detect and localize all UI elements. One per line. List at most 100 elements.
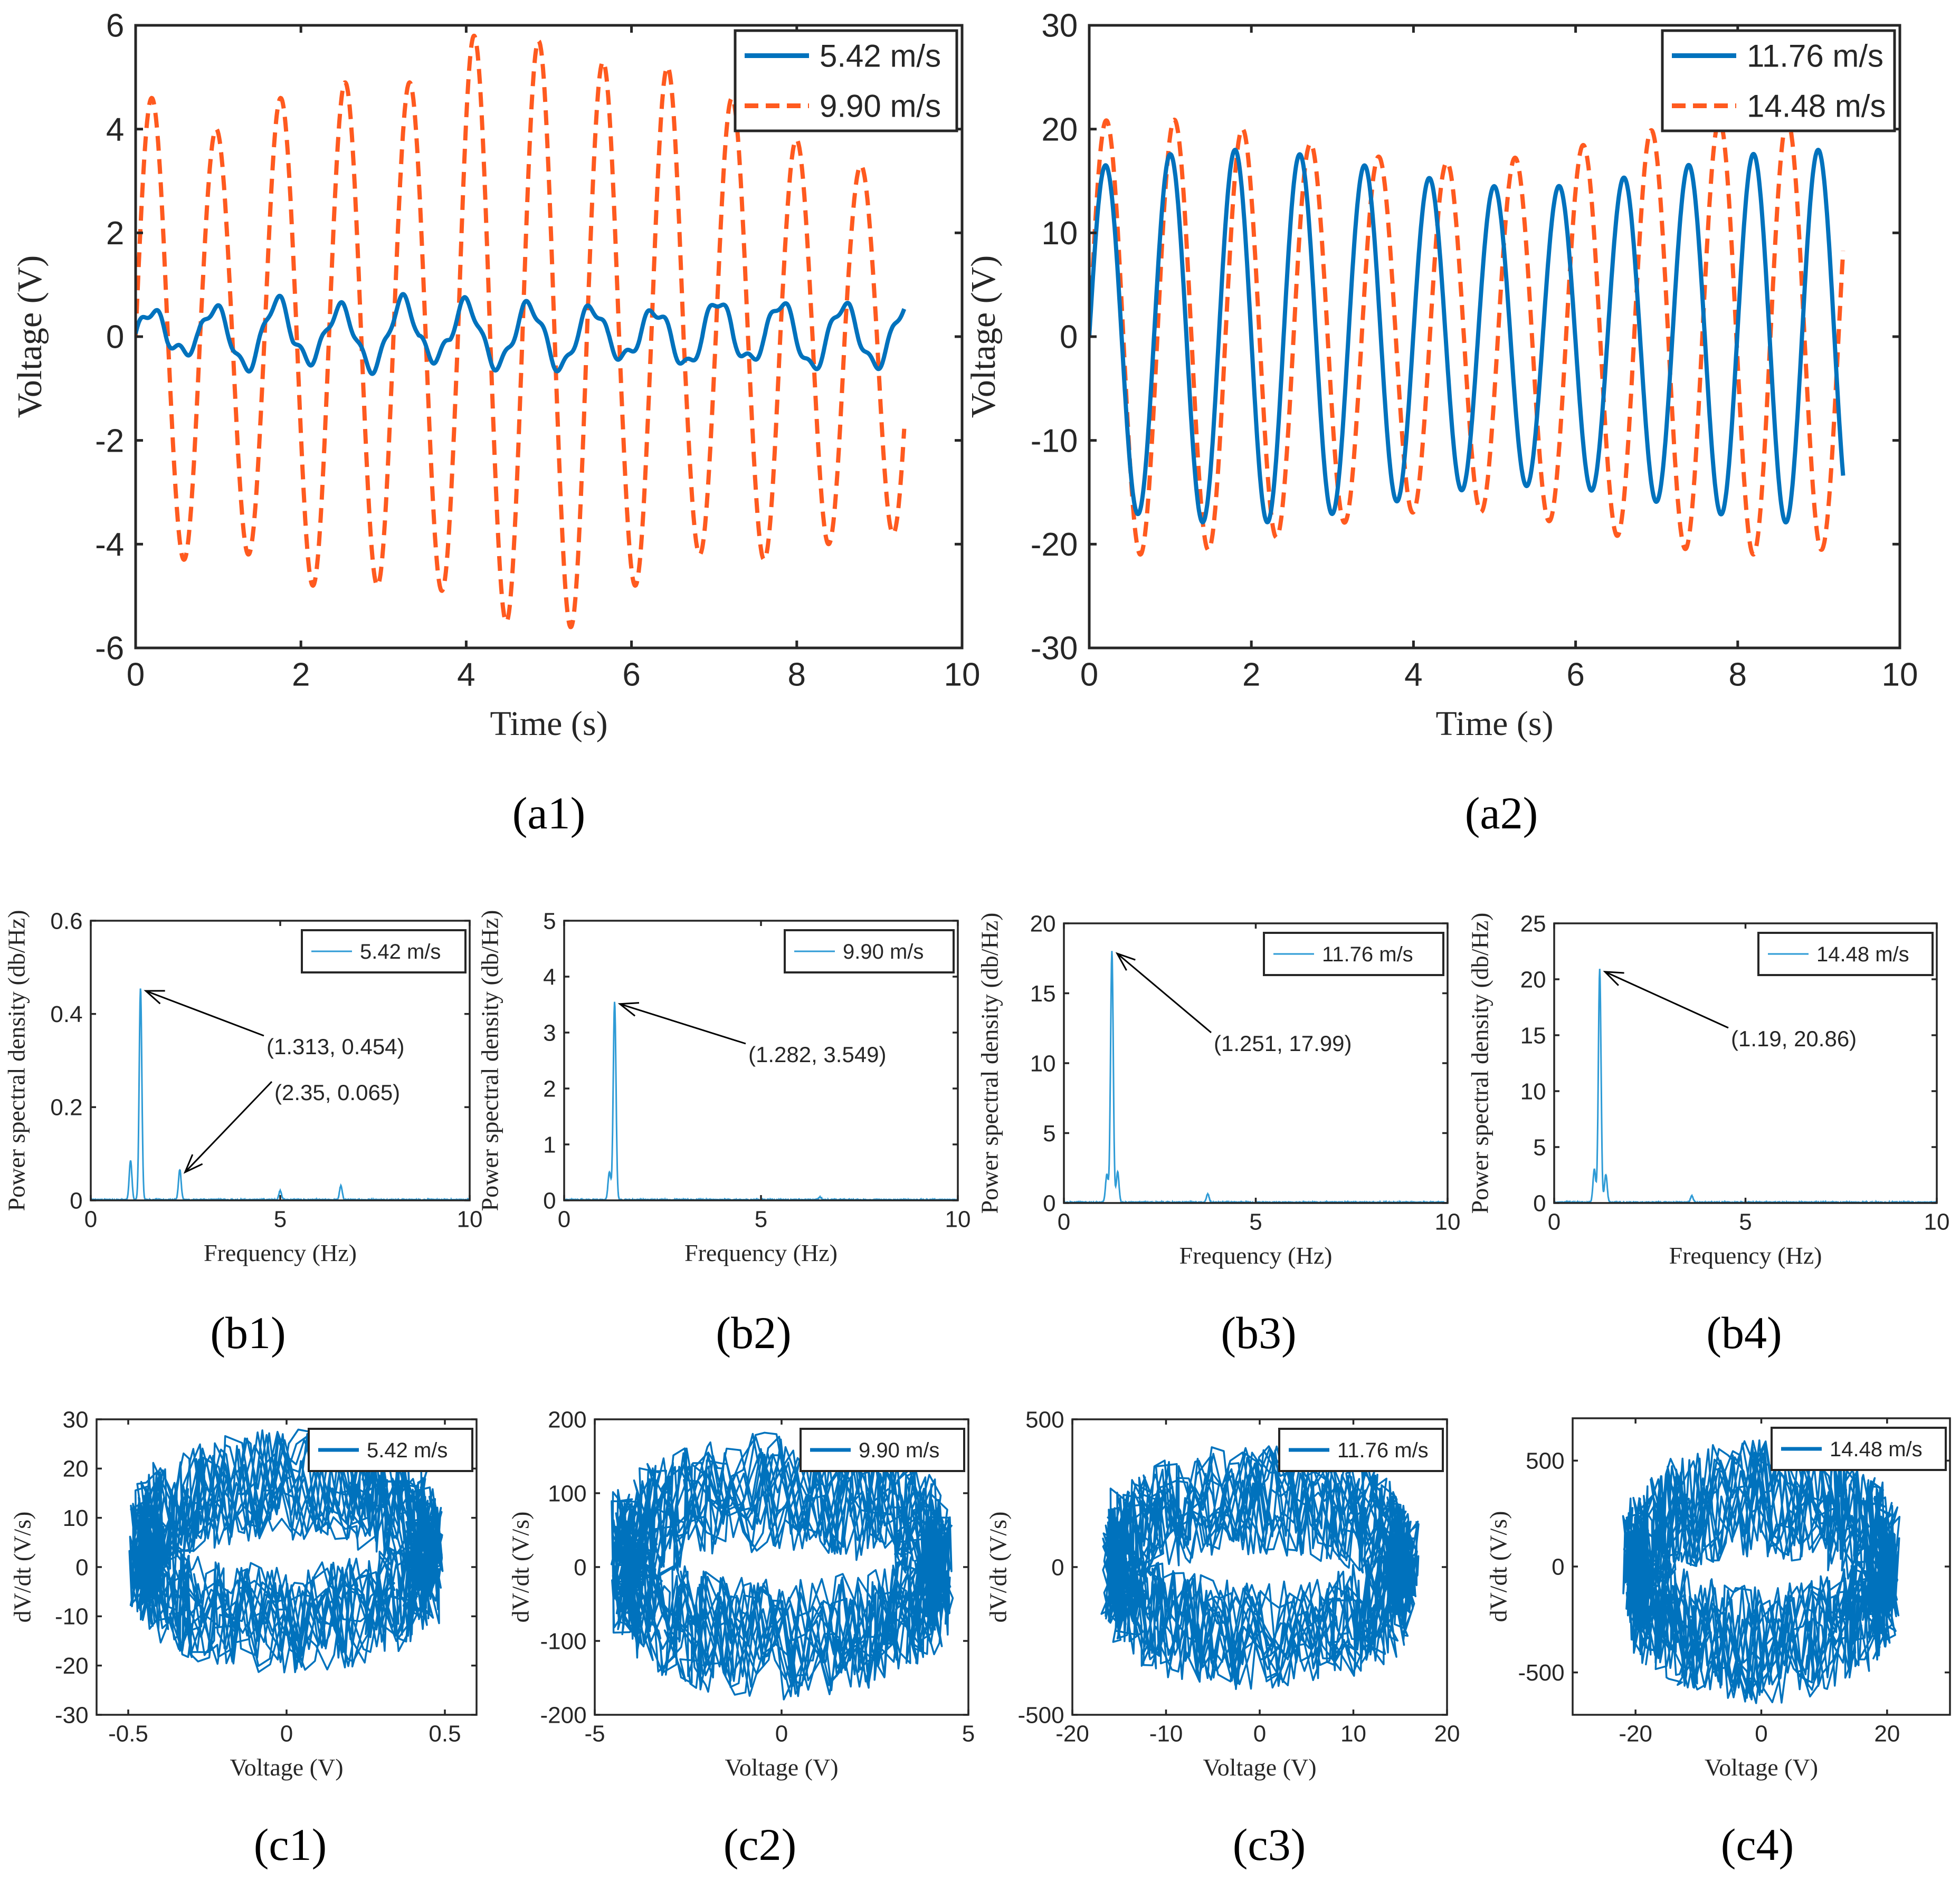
x-axis-label: Voltage (V) bbox=[1705, 1754, 1818, 1781]
x-tick-label: 0 bbox=[1080, 656, 1098, 693]
y-tick-label: 5 bbox=[1533, 1134, 1546, 1160]
plot-area-a1 bbox=[136, 33, 907, 629]
y-axis-label: dV/dt (V/s) bbox=[507, 1512, 534, 1623]
legend: 5.42 m/s bbox=[308, 1428, 473, 1472]
x-tick-label: 0 bbox=[280, 1721, 293, 1747]
legend-label: 11.76 m/s bbox=[1747, 39, 1883, 74]
y-tick-label: 15 bbox=[1520, 1023, 1546, 1048]
legend-label: 9.90 m/s bbox=[820, 89, 941, 124]
x-tick-label: 5 bbox=[1249, 1209, 1262, 1235]
legend-label: 14.48 m/s bbox=[1747, 89, 1886, 124]
y-axis-label: Power spectral density (db/Hz) bbox=[976, 912, 1003, 1214]
y-tick-label: 0 bbox=[1051, 1554, 1064, 1580]
y-tick-label: 30 bbox=[63, 1407, 89, 1433]
series-line-5-42-m-s bbox=[136, 292, 907, 376]
x-tick-label: -0.5 bbox=[108, 1721, 148, 1747]
y-tick-label: -30 bbox=[1031, 631, 1078, 667]
y-tick-label: 0 bbox=[106, 319, 124, 356]
y-tick-label: 0 bbox=[574, 1554, 586, 1580]
chart-b2: 0 5 10 0 1 2 3 4 5 Frequency (Hz) Power spectral d… bbox=[476, 908, 971, 1266]
annotation-arrow bbox=[620, 1003, 746, 1045]
chart-c3: -20 -10 0 10 20 -500 0 500 Voltage (V) dV/dt (V/s… bbox=[984, 1407, 1460, 1781]
y-tick-label: -20 bbox=[1031, 527, 1078, 563]
y-axis-label: dV/dt (V/s) bbox=[8, 1512, 35, 1623]
annotation-label: (1.282, 3.549) bbox=[748, 1042, 887, 1067]
annotation-label: (2.35, 0.065) bbox=[274, 1080, 400, 1105]
axes-frame bbox=[563, 920, 959, 1201]
panel-label-c3: (c3) bbox=[1233, 1819, 1306, 1870]
x-tick-label: -20 bbox=[1619, 1721, 1652, 1747]
y-tick-label: 4 bbox=[543, 964, 556, 990]
x-tick-label: 0 bbox=[1058, 1209, 1070, 1235]
x-axis-label: Frequency (Hz) bbox=[1179, 1242, 1333, 1269]
x-tick-label: 0 bbox=[1253, 1721, 1266, 1747]
plot-area-c3 bbox=[1100, 1445, 1420, 1690]
legend-label: 5.42 m/s bbox=[360, 940, 441, 963]
panel-label-c4: (c4) bbox=[1721, 1819, 1794, 1870]
annotation: (1.251, 17.99) bbox=[1115, 952, 1352, 1056]
x-tick-label: 10 bbox=[457, 1207, 483, 1233]
legend-label: 14.48 m/s bbox=[1830, 1438, 1923, 1461]
x-axis-label: Frequency (Hz) bbox=[1669, 1242, 1822, 1269]
y-tick-label: 10 bbox=[1030, 1051, 1056, 1076]
x-tick-label: 20 bbox=[1434, 1721, 1460, 1747]
annotation-arrow bbox=[1604, 971, 1729, 1029]
x-tick-label: 4 bbox=[457, 656, 475, 693]
y-tick-label: 0 bbox=[1552, 1554, 1564, 1580]
plot-area-c2 bbox=[610, 1431, 954, 1701]
phase-portrait-line bbox=[1100, 1445, 1420, 1690]
axes-frame bbox=[134, 24, 964, 650]
y-axis-label: Power spectral density (db/Hz) bbox=[476, 910, 503, 1211]
panel-label-b2: (b2) bbox=[716, 1307, 791, 1358]
x-tick-label: 10 bbox=[944, 656, 981, 693]
series-line-11-76-m-s bbox=[1089, 148, 1845, 524]
annotation-arrow bbox=[1116, 953, 1212, 1034]
y-axis-label: Power spectral density (db/Hz) bbox=[3, 910, 30, 1211]
legend-label: 11.76 m/s bbox=[1322, 943, 1413, 966]
x-tick-label: 10 bbox=[1882, 656, 1918, 693]
legend-box bbox=[734, 29, 958, 132]
x-tick-label: -20 bbox=[1055, 1721, 1089, 1747]
plot-area-b2 bbox=[564, 1001, 958, 1200]
x-tick-label: -5 bbox=[584, 1721, 605, 1747]
x-axis-label: Voltage (V) bbox=[725, 1754, 838, 1781]
chart-a1: 0 2 4 6 8 10 -6 -4 -2 0 2 4 6 Time (s) Voltage (V) 5.42… bbox=[11, 8, 980, 743]
series-line-14-48-m-s bbox=[1089, 117, 1845, 557]
y-tick-label: 0 bbox=[1060, 319, 1078, 356]
y-tick-label: 100 bbox=[548, 1481, 586, 1506]
y-tick-label: 4 bbox=[106, 111, 124, 148]
x-tick-label: 10 bbox=[1924, 1209, 1950, 1235]
phase-portrait-line bbox=[1622, 1439, 1901, 1704]
y-tick-label: -6 bbox=[95, 631, 124, 667]
annotation-arrowhead bbox=[617, 1002, 640, 1017]
x-axis-label: Voltage (V) bbox=[230, 1754, 343, 1781]
x-tick-label: 0 bbox=[84, 1207, 97, 1233]
x-tick-label: 5 bbox=[274, 1207, 287, 1233]
x-tick-label: 2 bbox=[292, 656, 310, 693]
plot-area-b3 bbox=[1064, 951, 1448, 1203]
axes-frame bbox=[1063, 922, 1449, 1204]
psd-line bbox=[564, 1001, 958, 1200]
y-tick-label: -200 bbox=[540, 1702, 587, 1728]
plot-area-c4 bbox=[1622, 1439, 1901, 1704]
x-tick-label: 0.5 bbox=[429, 1721, 461, 1747]
x-axis-label: Frequency (Hz) bbox=[204, 1239, 357, 1266]
annotation: (1.313, 0.454) bbox=[144, 990, 405, 1059]
panel-label-b4: (b4) bbox=[1706, 1307, 1782, 1358]
x-tick-label: 0 bbox=[775, 1721, 788, 1747]
axes-frame bbox=[1553, 922, 1938, 1204]
x-tick-label: 0 bbox=[1548, 1209, 1561, 1235]
y-tick-label: 20 bbox=[1041, 111, 1078, 148]
annotation-arrow bbox=[184, 1081, 273, 1173]
x-tick-label: 10 bbox=[945, 1207, 971, 1233]
y-tick-label: 0.6 bbox=[50, 908, 82, 934]
y-tick-label: 0 bbox=[75, 1554, 88, 1580]
phase-portrait-line bbox=[128, 1428, 444, 1674]
phase-portrait-line bbox=[610, 1431, 954, 1701]
axes-frame bbox=[1071, 1418, 1448, 1716]
legend: 11.76 m/s bbox=[1278, 1428, 1444, 1472]
legend-label: 9.90 m/s bbox=[843, 940, 924, 963]
y-tick-label: -10 bbox=[55, 1604, 89, 1630]
x-tick-label: 0 bbox=[558, 1207, 570, 1233]
